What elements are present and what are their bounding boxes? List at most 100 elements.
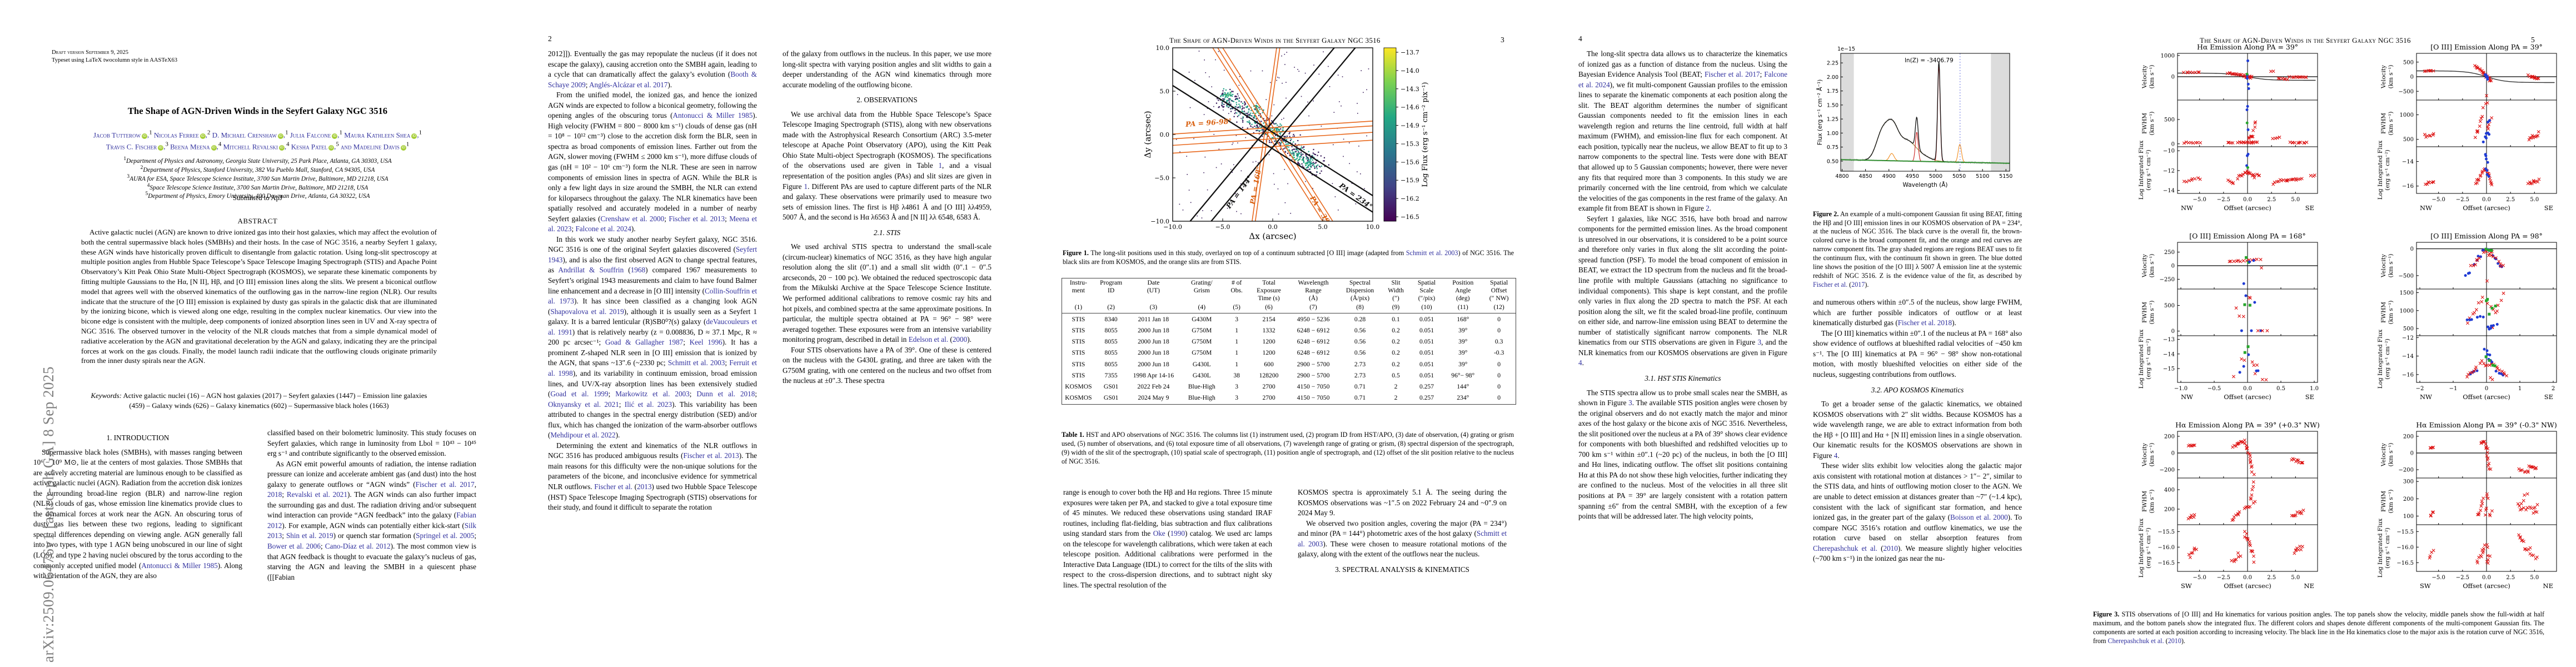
- author-line-2: Travis C. Fischer iD ,3 Beena Meena iD ,4 Mi…: [22, 141, 493, 151]
- table-cell: 2: [1394, 394, 1398, 402]
- table-cell: 2024 May 9: [1138, 394, 1169, 402]
- table-colnum-cell: (9): [1392, 303, 1400, 311]
- svg-text:−0.5: −0.5: [2208, 386, 2221, 392]
- table-cell: 1: [1235, 338, 1239, 346]
- svg-text:FWHM: FWHM: [2380, 491, 2387, 512]
- svg-text:−200: −200: [2399, 467, 2414, 474]
- slit-label: PA = 39°: [1308, 194, 1334, 228]
- arxiv-watermark: arXiv:2509.06476v1 [astro-ph.GA] 8 Sep 2…: [40, 366, 57, 663]
- svg-text:Velocity: Velocity: [2141, 65, 2148, 89]
- table-cell: 0: [1497, 394, 1501, 402]
- page4-right-text: and numerous others within ±0″.5 of the …: [1813, 297, 2022, 564]
- svg-text:−15: −15: [2163, 366, 2175, 372]
- slit-label: PA = 168°: [1248, 166, 1263, 206]
- paragraph: Four STIS observations have a PA of 39°.…: [783, 345, 991, 385]
- orcid-icon: iD: [277, 133, 283, 140]
- svg-text:FWHM: FWHM: [2141, 302, 2148, 323]
- svg-text:Velocity: Velocity: [2141, 254, 2148, 278]
- table-cell: KOSMOS: [1065, 383, 1092, 391]
- table-cell: 1332: [1262, 326, 1275, 334]
- direction-label: NE: [2304, 582, 2314, 590]
- direction-label: NW: [2420, 204, 2432, 212]
- table-header-cell: Spatial Offset (″ NW): [1489, 279, 1509, 302]
- svg-text:0.0: 0.0: [2243, 575, 2252, 581]
- svg-text:1e−15: 1e−15: [1837, 46, 1855, 52]
- table-cell: 0.28: [1354, 315, 1366, 323]
- table-cell: 2000 Jun 18: [1138, 360, 1169, 368]
- svg-text:1.75: 1.75: [1827, 88, 1838, 94]
- orcid-icon: iD: [332, 133, 338, 140]
- table-cell: 39°: [1458, 349, 1468, 357]
- panel-title: Hα Emission Along PA = 39°: [2197, 43, 2298, 51]
- svg-text:−16.5: −16.5: [1401, 213, 1419, 221]
- table-cell: 3: [1235, 315, 1239, 323]
- table-cell: KOSMOS: [1065, 394, 1092, 402]
- svg-text:Log Flux (erg s⁻¹ cm⁻² pix⁻¹): Log Flux (erg s⁻¹ cm⁻² pix⁻¹): [1421, 82, 1429, 187]
- affiliation: 4Space Telescope Science Institute, 3700…: [147, 182, 368, 191]
- table-cell: 96°− 98°: [1451, 371, 1475, 379]
- svg-text:200: 200: [2164, 434, 2175, 440]
- direction-label: NE: [2543, 582, 2553, 590]
- svg-text:FWHM: FWHM: [2380, 113, 2387, 134]
- svg-text:4800: 4800: [1835, 173, 1848, 180]
- table-cell: 0.56: [1354, 338, 1366, 346]
- table-cell: 0.051: [1419, 349, 1434, 357]
- page2-left-column: 2012]]). Eventually the gas may repopula…: [548, 49, 757, 513]
- svg-text:(km s⁻¹): (km s⁻¹): [2149, 490, 2155, 514]
- table-header-cell: Instru-ment: [1069, 279, 1087, 295]
- svg-text:−14: −14: [2163, 351, 2175, 357]
- table-colnum-cell: (8): [1356, 303, 1364, 311]
- svg-text:0: 0: [2171, 263, 2175, 270]
- svg-text:Offset (arcsec): Offset (arcsec): [2224, 393, 2271, 401]
- paragraph: We used archival STIS spectra to underst…: [783, 242, 991, 344]
- svg-text:1.0: 1.0: [2310, 386, 2319, 392]
- svg-text:(km s⁻¹): (km s⁻¹): [2149, 112, 2155, 136]
- svg-text:(km s⁻¹): (km s⁻¹): [2149, 301, 2155, 325]
- svg-text:−500: −500: [2399, 273, 2414, 279]
- svg-text:200: 200: [2403, 434, 2414, 440]
- svg-text:4850: 4850: [1859, 173, 1872, 180]
- svg-text:−14.9: −14.9: [1401, 122, 1419, 130]
- author-name: D. Michael Crenshaw: [212, 131, 277, 140]
- paragraph: These wider slits exhibit low velocities…: [1813, 461, 2022, 563]
- table-header-cell: Total Exposure Time (s): [1257, 279, 1281, 302]
- svg-text:−16.0: −16.0: [2396, 545, 2414, 551]
- table-cell: 8055: [1104, 338, 1118, 346]
- keywords-text: Active galactic nuclei (16) – AGN host g…: [123, 392, 427, 410]
- svg-text:0.0: 0.0: [2243, 197, 2252, 203]
- paragraph: To get a broader sense of the galactic k…: [1813, 400, 2022, 460]
- svg-text:0: 0: [2171, 74, 2175, 81]
- table-colnum-cell: (4): [1198, 303, 1206, 311]
- paragraph: As AGN emit powerful amounts of radiatio…: [267, 459, 477, 581]
- page-4: 4 The long-slit spectra data allows us t…: [1546, 0, 2061, 667]
- table-header-cell: # of Obs.: [1230, 279, 1243, 295]
- table-cell: STIS: [1072, 360, 1085, 368]
- draft-header: Draft version September 9, 2025 Typeset …: [52, 49, 177, 65]
- svg-text:(km s⁻¹): (km s⁻¹): [2149, 443, 2155, 467]
- svg-text:0.0: 0.0: [2482, 575, 2491, 581]
- svg-text:2: 2: [2552, 386, 2555, 392]
- panel-title: [O III] Emission Along PA = 168°: [2189, 232, 2306, 240]
- svg-text:1.25: 1.25: [1827, 117, 1838, 123]
- svg-text:(erg s⁻¹ cm⁻²): (erg s⁻¹ cm⁻²): [2384, 339, 2391, 380]
- svg-text:5.0: 5.0: [2530, 197, 2539, 203]
- table-cell: 2000 Jun 18: [1138, 349, 1169, 357]
- table-cell: 8055: [1104, 360, 1118, 368]
- table-cell: 2011 Jan 18: [1138, 315, 1169, 323]
- paragraph: Seyfert 1 galaxies, like NGC 3516, have …: [1578, 214, 1787, 367]
- svg-text:−14.0: −14.0: [1401, 67, 1419, 74]
- svg-text:1: 1: [2518, 386, 2522, 392]
- svg-text:Log Integrated Flux: Log Integrated Flux: [2377, 330, 2384, 389]
- svg-text:(km s⁻¹): (km s⁻¹): [2388, 443, 2394, 467]
- svg-text:2.5: 2.5: [2506, 575, 2515, 581]
- direction-label: SE: [2305, 393, 2314, 401]
- svg-text:−16.2: −16.2: [1401, 195, 1419, 202]
- svg-text:−15.5: −15.5: [2158, 529, 2175, 535]
- svg-text:(erg s⁻¹ cm⁻²): (erg s⁻¹ cm⁻²): [2145, 339, 2152, 380]
- svg-text:(km s⁻¹): (km s⁻¹): [2149, 254, 2155, 278]
- table-cell: G430M: [1192, 315, 1212, 323]
- table-grid: Instru-ment Program ID Date (UT) Grating/Gris…: [1062, 278, 1516, 404]
- orcid-icon: iD: [200, 133, 206, 140]
- svg-text:200: 200: [2403, 496, 2414, 502]
- page4-left-column: The long-slit spectra data allows us to …: [1578, 49, 1787, 522]
